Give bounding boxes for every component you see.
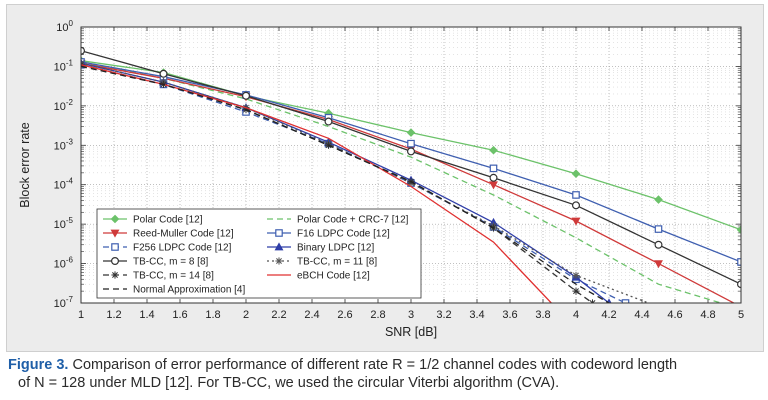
series-6-point-2 [242, 91, 251, 100]
legend-label-8: TB-CC, m = 14 [8] [133, 271, 214, 282]
legend-marker-6 [110, 257, 119, 266]
legend-box [96, 208, 422, 299]
series-0-point-7 [654, 195, 663, 204]
y-tick-label-7: 10-7 [54, 295, 74, 310]
x-tick-label-8: 2.6 [337, 309, 352, 321]
series-line-10 [81, 65, 610, 303]
x-tick-label-5: 2 [243, 309, 249, 321]
y-axis-label: Block error rate [18, 122, 32, 207]
caption-line-2: of N = 128 under MLD [12]. For TB-CC, we… [18, 375, 560, 391]
legend-label-7: TB-CC, m = 11 [8] [297, 257, 377, 268]
legend-label-10: Normal Approximation [4] [133, 285, 245, 296]
x-tick-label-6: 2.2 [271, 309, 286, 321]
x-tick-label-9: 2.8 [370, 309, 385, 321]
caption-line-1: Comparison of error performance of diffe… [72, 357, 678, 373]
caption-label: Figure 3. [8, 357, 69, 373]
legend-marker-5 [274, 242, 284, 251]
series-6-point-3 [324, 117, 333, 126]
series-6-point-4 [407, 147, 416, 156]
series-line-8 [81, 64, 593, 303]
series-line-5 [81, 62, 610, 303]
x-tick-label-18: 4.6 [667, 309, 682, 321]
x-tick-label-0: 1 [78, 309, 84, 321]
legend-marker-4 [111, 243, 119, 251]
legend-marker-7 [275, 257, 283, 265]
y-tick-label-0: 100 [56, 19, 73, 34]
series-6-point-5 [489, 173, 498, 182]
series-6-point-6 [571, 201, 580, 210]
legend-label-0: Polar Code [12] [133, 215, 203, 226]
legend: Polar Code [12] Polar Code + CRC-7 [12] Re… [96, 208, 422, 299]
series-0-point-5 [489, 145, 498, 155]
x-tick-label-1: 1.2 [106, 309, 121, 321]
series-0-point-6 [571, 169, 581, 179]
series-3-point-7 [654, 225, 663, 233]
x-tick-label-11: 3.2 [436, 309, 451, 321]
x-tick-label-12: 3.4 [469, 309, 484, 321]
x-tick-label-16: 4.2 [601, 309, 616, 321]
legend-marker-0 [110, 214, 120, 224]
y-tick-label-1: 10-1 [54, 58, 74, 73]
series-8-point-6 [572, 287, 580, 295]
block-error-rate-chart: 1 1.2 1.4 1.6 1.8 2 2.2 2.4 2.6 2.8 3 3.2 3.4 3.6 3.8 4… [18, 19, 744, 339]
legend-label-9: eBCH Code [12] [297, 271, 370, 282]
legend-marker-8 [111, 271, 119, 279]
series-0-point-4 [406, 128, 416, 137]
y-tick-label-2: 10-2 [54, 98, 74, 113]
legend-marker-2 [110, 229, 120, 238]
x-tick-label-7: 2.4 [304, 309, 319, 321]
x-tick-label-15: 4 [573, 309, 579, 321]
legend-label-6: TB-CC, m = 8 [8] [133, 257, 209, 268]
figure-caption: Figure 3. Comparison of error performanc… [8, 356, 760, 392]
series-2-point-5 [489, 181, 498, 190]
legend-label-4: F256 LDPC Code [12] [133, 243, 232, 254]
x-tick-label-10: 3 [408, 309, 414, 321]
x-tick-label-3: 1.6 [172, 309, 187, 321]
x-tick-label-13: 3.6 [502, 309, 517, 321]
x-tick-label-17: 4.4 [634, 309, 649, 321]
series-6-point-0 [81, 46, 85, 55]
y-tick-label-4: 10-4 [54, 177, 74, 192]
series-7-point-6 [572, 271, 580, 280]
legend-label-1: Polar Code + CRC-7 [12] [297, 215, 409, 226]
series-3-point-5 [489, 164, 498, 173]
figure-panel: 1 1.2 1.4 1.6 1.8 2 2.2 2.4 2.6 2.8 3 3.2 3.4 3.6 3.8 4… [6, 4, 764, 352]
x-tick-label-19: 4.8 [700, 309, 715, 321]
series-2-point-7 [654, 260, 663, 269]
x-axis-label: SNR [dB] [385, 325, 437, 339]
legend-label-2: Reed-Muller Code [12] [133, 229, 234, 240]
legend-label-3: F16 LDPC Code [12] [297, 229, 390, 240]
x-tick-label-4: 1.8 [205, 309, 220, 321]
x-tick-label-20: 5 [738, 309, 744, 321]
series-0-point-8 [736, 225, 741, 235]
x-tick-label-14: 3.8 [535, 309, 550, 321]
y-tick-label-3: 10-3 [54, 137, 74, 152]
x-tick-label-2: 1.4 [139, 309, 154, 321]
series-6-point-1 [159, 69, 168, 78]
legend-marker-3 [275, 229, 283, 237]
y-tick-label-6: 10-6 [54, 256, 74, 271]
y-tick-label-5: 10-5 [54, 216, 74, 231]
series-group [81, 46, 741, 303]
series-2-point-6 [571, 217, 581, 226]
legend-label-5: Binary LDPC [12] [297, 243, 374, 254]
plot-frame [80, 26, 742, 304]
series-line-1 [81, 61, 724, 303]
series-3-point-4 [407, 139, 415, 148]
series-3-point-6 [572, 191, 580, 199]
series-6-point-7 [654, 240, 663, 249]
